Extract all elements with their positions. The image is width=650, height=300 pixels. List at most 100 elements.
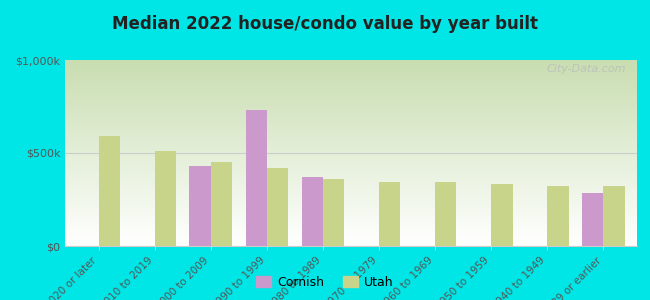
Bar [65,187,637,188]
Bar [65,160,637,161]
Bar [65,243,637,244]
Bar [65,64,637,66]
Bar [65,74,637,75]
Bar [65,80,637,81]
Bar [65,111,637,112]
Bar [65,126,637,127]
Bar [65,66,637,67]
Bar [65,147,637,148]
Bar [65,234,637,235]
Bar [65,82,637,83]
Bar [65,109,637,110]
Bar [65,84,637,85]
Bar [547,187,569,246]
Bar [65,139,637,140]
Bar [65,113,637,114]
Bar [65,225,637,226]
Bar [65,201,637,202]
Bar [603,187,625,246]
Bar [65,137,637,138]
Bar [65,95,637,96]
Bar [65,181,637,182]
Bar [65,117,637,118]
Bar [65,78,637,79]
Bar [65,184,637,185]
Bar [65,191,637,192]
Bar [65,196,637,197]
Bar [65,242,637,243]
Bar [379,182,400,246]
Bar [65,238,637,239]
Bar [65,231,637,232]
Bar [65,190,637,191]
Bar [65,123,637,124]
Bar [65,150,637,151]
Bar [65,165,637,166]
Bar [65,192,637,193]
Bar [65,158,637,159]
Bar [65,135,637,136]
Bar [65,151,637,152]
Bar [65,75,637,76]
Bar [65,115,637,116]
Bar [65,183,637,184]
Bar [65,108,637,109]
Bar [65,86,637,87]
Bar [65,227,637,228]
Bar [65,152,637,153]
Bar [65,220,637,221]
Bar [65,218,637,219]
Bar [65,60,637,61]
Bar [65,245,637,246]
Bar [65,204,637,205]
Bar [65,173,637,174]
Bar [65,61,637,62]
Bar [65,110,637,111]
Bar [65,177,637,178]
Bar [65,104,637,105]
Bar [267,168,288,246]
Bar [65,91,637,92]
Bar [211,162,232,246]
Bar [65,143,637,144]
Bar [65,73,637,74]
Bar [65,168,637,169]
Bar [65,92,637,94]
Bar [65,85,637,86]
Bar [65,140,637,141]
Bar [65,241,637,242]
Bar [65,209,637,210]
Bar [65,169,637,170]
Bar [65,199,637,200]
Bar [99,136,120,246]
Bar [65,70,637,71]
Bar [65,62,637,63]
Bar [65,239,637,240]
Bar [323,179,345,246]
Bar [302,177,323,246]
Bar [65,222,637,223]
Bar [65,236,637,237]
Bar [65,179,637,180]
Bar [65,172,637,173]
Bar [65,144,637,145]
Bar [65,68,637,69]
Bar [65,128,637,129]
Bar [65,171,637,172]
Bar [65,193,637,194]
Bar [65,219,637,220]
Bar [65,98,637,99]
Bar [65,167,637,168]
Bar [65,207,637,208]
Bar [65,132,637,133]
Bar [65,185,637,187]
Bar [65,134,637,135]
Bar [65,156,637,157]
Bar [65,198,637,199]
Bar [65,97,637,98]
Bar [65,189,637,190]
Bar [65,175,637,176]
Bar [65,124,637,125]
Bar [65,105,637,106]
Bar [491,184,512,246]
